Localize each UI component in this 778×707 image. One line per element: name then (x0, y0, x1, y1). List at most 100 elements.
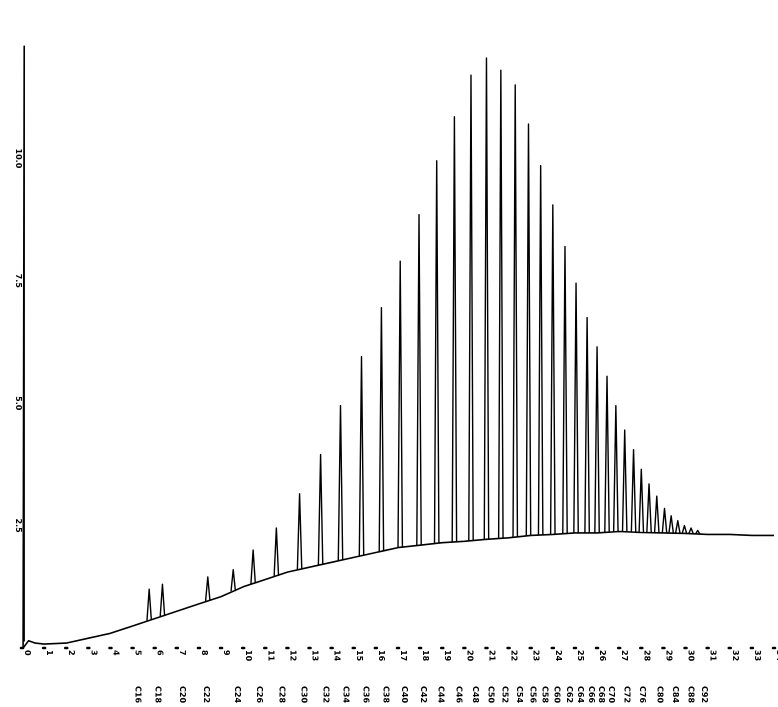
peak-C54 (525, 123, 532, 536)
x-tick-label: 20 (465, 650, 474, 662)
peak-C34 (358, 355, 365, 556)
carbon-label: C70 (607, 686, 616, 703)
peak-C44 (451, 116, 458, 542)
x-tick-label: 3 (89, 650, 98, 656)
peak-C24 (250, 549, 257, 584)
peak-C36 (378, 307, 385, 552)
baseline-line (22, 45, 774, 649)
x-tick-label: 19 (443, 650, 452, 662)
x-tick-label: 18 (421, 650, 430, 662)
peak-C64 (584, 316, 591, 533)
peak-C20 (204, 576, 211, 602)
x-tick-label: 21 (487, 650, 496, 662)
peak-C26 (273, 527, 280, 576)
carbon-label: C52 (501, 686, 510, 703)
carbon-label: C84 (671, 686, 680, 703)
baseline-trace (22, 45, 774, 649)
y-axis-ticks: 2.5 5.0 7.5 10.0 (14, 149, 23, 534)
peak-C52 (512, 84, 519, 538)
peak-C90 (688, 527, 694, 534)
carbon-label: C92 (700, 686, 709, 703)
x-tick-label: 34 (775, 650, 778, 662)
x-tick-label: 5 (134, 650, 143, 656)
peak-series (146, 57, 701, 621)
carbon-label: C48 (471, 686, 480, 703)
y-tick-label: 2.5 (14, 519, 23, 534)
carbon-label: C22 (202, 686, 211, 703)
peak-C46 (468, 74, 474, 541)
peak-C58 (549, 204, 556, 535)
peak-C16 (146, 588, 153, 621)
x-tick-label: 16 (377, 650, 386, 662)
x-tick-label: 4 (111, 650, 120, 656)
y-tick-label: 10.0 (14, 149, 23, 169)
x-tick-label: 27 (620, 650, 629, 661)
peak-C18 (159, 583, 166, 617)
peak-C42 (433, 160, 440, 544)
peak-C82 (661, 507, 668, 534)
x-tick-label: 15 (355, 650, 364, 662)
peak-C28 (296, 493, 303, 570)
x-tick-label: 26 (598, 650, 607, 662)
x-tick-label: 9 (222, 650, 231, 656)
carbon-label: C88 (687, 686, 696, 703)
carbon-label: C40 (400, 686, 409, 703)
carbon-label: C68 (597, 686, 606, 703)
x-tick-label: 1 (45, 650, 54, 656)
peak-C84 (668, 515, 675, 534)
y-tick-label: 5.0 (14, 396, 23, 411)
carbon-label: C32 (322, 686, 331, 703)
peak-C70 (612, 404, 619, 532)
carbon-label: C50 (486, 686, 495, 703)
carbon-label: C62 (565, 686, 574, 703)
carbon-label: C20 (178, 686, 187, 703)
carbon-number-labels: C16 C18 C20 C22 C24 C26 C28 C30 C32 C34 C36 C38 C40 C… (134, 686, 709, 703)
x-tick-label: 7 (178, 650, 187, 656)
x-tick-label: 23 (532, 650, 541, 661)
peak-C50 (497, 69, 504, 539)
x-tick-label: 28 (642, 650, 651, 662)
y-tick-label: 7.5 (14, 274, 23, 289)
carbon-label: C36 (361, 686, 370, 703)
x-tick-label: 29 (664, 650, 673, 662)
peak-C88 (681, 524, 688, 534)
x-tick-label: 25 (576, 650, 585, 662)
x-axis-ticks: 0 1 2 3 4 5 6 7 8 9 10 11 12 13 14 15 16 17 18 19 20 21 22 23 24… (19, 646, 778, 662)
peak-C76 (638, 468, 645, 533)
carbon-label: C42 (419, 686, 428, 703)
x-tick-label: 11 (266, 650, 275, 662)
x-tick-label: 31 (709, 650, 718, 662)
peak-C66 (594, 346, 600, 533)
carbon-label: C24 (233, 686, 242, 703)
peak-C74 (630, 449, 637, 533)
peak-C48 (483, 57, 490, 540)
peak-C68 (604, 375, 610, 533)
x-tick-label: 13 (311, 650, 320, 661)
peak-C32 (337, 404, 344, 561)
carbon-label: C44 (437, 686, 446, 703)
peak-C22 (230, 568, 237, 592)
x-tick-label: 30 (687, 650, 696, 662)
carbon-label: C54 (515, 686, 524, 703)
peak-C86 (674, 520, 681, 534)
peak-C80 (653, 495, 660, 533)
carbon-label: C56 (528, 686, 537, 703)
x-tick-label: 32 (731, 650, 740, 661)
carbon-label: C80 (656, 686, 665, 703)
peak-C62 (573, 282, 579, 533)
peak-C56 (537, 165, 544, 535)
x-tick-label: 17 (399, 650, 408, 661)
x-tick-label: 22 (510, 650, 519, 661)
peak-C72 (621, 429, 628, 532)
carbon-label: C28 (277, 686, 286, 703)
peak-C38 (397, 260, 404, 548)
carbon-label: C64 (576, 686, 585, 703)
carbon-label: C58 (541, 686, 550, 703)
x-tick-label: 33 (753, 650, 762, 661)
peak-C78 (646, 483, 652, 533)
carbon-label: C26 (255, 686, 264, 703)
carbon-label: C16 (134, 686, 143, 703)
x-tick-label: 8 (200, 650, 209, 656)
peak-C40 (416, 214, 422, 546)
